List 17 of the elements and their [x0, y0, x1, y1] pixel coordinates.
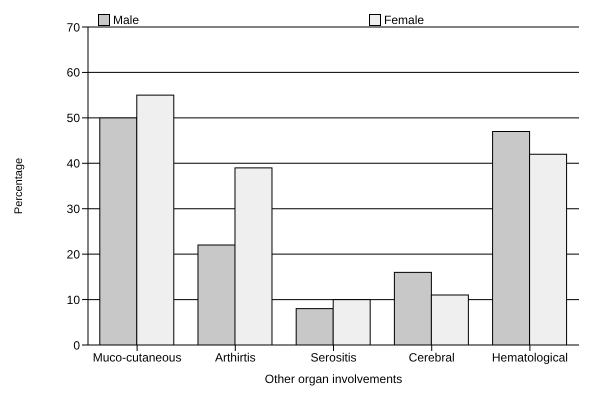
x-tick-label: Hematological [492, 350, 568, 365]
x-axis-title: Other organ involvements [264, 372, 402, 386]
y-tick-label: 20 [66, 247, 80, 262]
y-tick-label: 40 [66, 156, 80, 171]
legend-label: Male [113, 13, 140, 27]
y-tick-label: 10 [66, 292, 80, 307]
y-axis-title: Percentage [12, 158, 25, 214]
y-tick-label: 0 [73, 338, 80, 352]
y-tick-label: 60 [66, 66, 80, 80]
y-tick-label: 30 [66, 202, 80, 216]
x-tick-label: Serositis [310, 350, 357, 365]
x-tick-label: Cerebral [408, 350, 455, 365]
x-tick-label: Muco-cutaneous [92, 350, 182, 365]
y-tick-label: 70 [66, 20, 80, 34]
y-tick-label: 50 [66, 111, 80, 126]
x-tick-label: Arthirtis [214, 350, 256, 365]
legend-label: Female [384, 13, 424, 27]
